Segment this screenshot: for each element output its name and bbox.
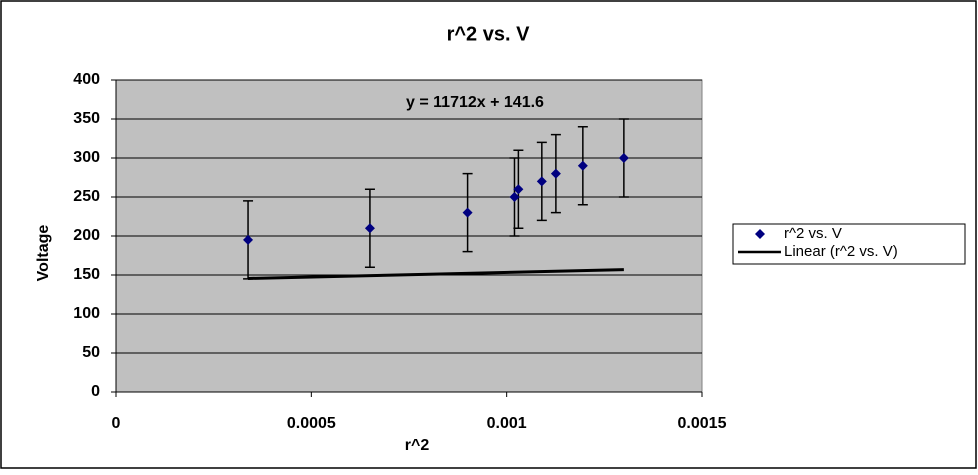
y-tick-label: 200 <box>73 227 100 244</box>
y-tick-label: 50 <box>82 344 100 361</box>
legend-label: r^2 vs. V <box>784 225 842 242</box>
y-tick-label: 400 <box>73 71 100 88</box>
y-tick-label: 150 <box>73 266 100 283</box>
y-axis-label: Voltage <box>35 225 52 282</box>
legend-marker <box>755 229 765 239</box>
legend-label: Linear (r^2 vs. V) <box>784 243 898 260</box>
y-tick-label: 350 <box>73 110 100 127</box>
point <box>577 160 588 171</box>
x-axis-label: r^2 <box>405 437 430 454</box>
point <box>509 192 520 202</box>
x-tick-label: 0.0005 <box>287 415 336 432</box>
point <box>243 234 254 245</box>
trendline <box>248 268 624 280</box>
legend-box <box>732 223 966 265</box>
point <box>462 207 473 218</box>
y-tick-label: 0 <box>91 383 100 400</box>
x-tick-label: 0.0015 <box>678 415 727 432</box>
x-tick-label: 0.001 <box>487 415 527 432</box>
x-tick-label: 0 <box>112 415 121 432</box>
point <box>550 168 561 179</box>
y-tick-label: 300 <box>73 149 100 166</box>
y-tick-label: 100 <box>73 305 100 322</box>
point <box>618 153 629 163</box>
chart-title: r^2 vs. V <box>447 23 531 45</box>
point <box>513 184 524 195</box>
point <box>536 176 547 187</box>
trendline-equation: y = 11712x + 141.6 <box>406 94 544 111</box>
point <box>364 223 375 234</box>
y-tick-label: 250 <box>73 188 100 205</box>
